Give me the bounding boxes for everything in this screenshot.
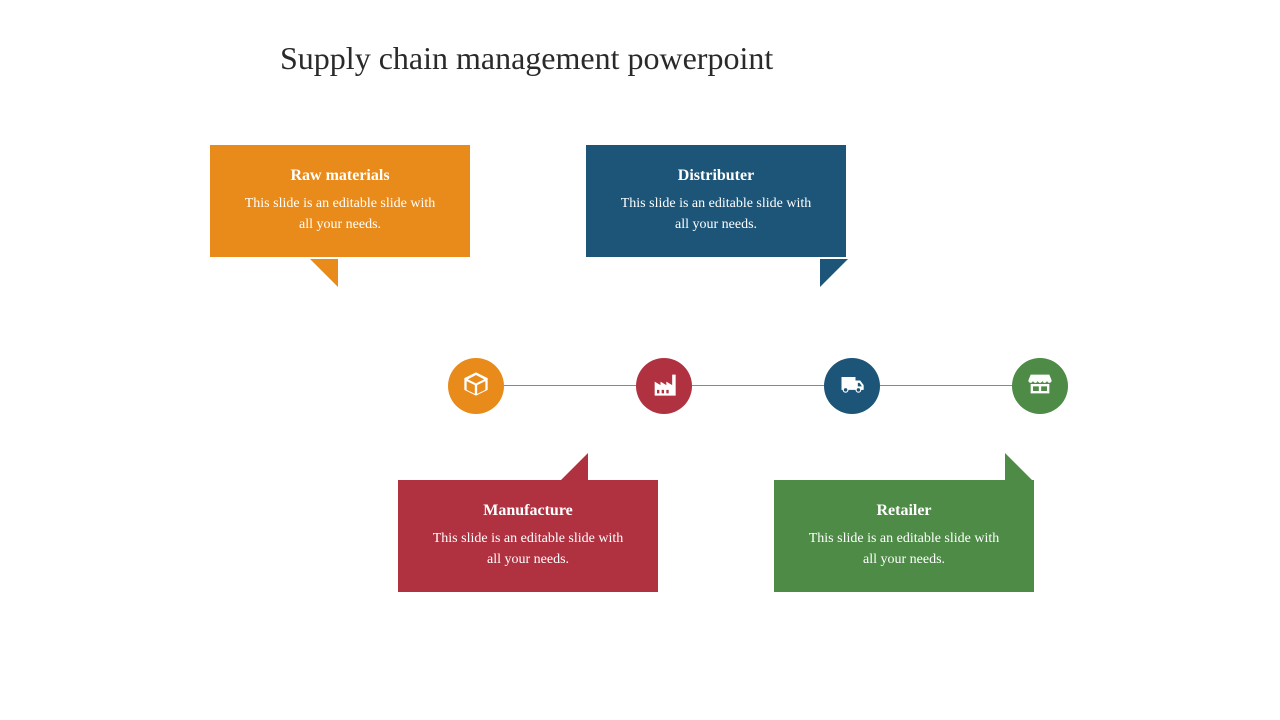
connector-line-1 (504, 385, 636, 386)
callout-title: Distributer (614, 167, 818, 185)
callout-arrow-distributer (820, 259, 848, 287)
callout-manufacture: Manufacture This slide is an editable sl… (398, 480, 658, 592)
callout-arrow-manufacture (560, 453, 588, 481)
callout-text: This slide is an editable slide with all… (238, 193, 442, 235)
store-icon (1026, 370, 1054, 403)
callout-distributer: Distributer This slide is an editable sl… (586, 145, 846, 257)
callout-text: This slide is an editable slide with all… (802, 528, 1006, 570)
callout-text: This slide is an editable slide with all… (614, 193, 818, 235)
box-icon (462, 370, 490, 403)
node-raw-materials (448, 358, 504, 414)
node-distributer (824, 358, 880, 414)
slide-title: Supply chain management powerpoint (280, 40, 773, 77)
connector-line-3 (880, 385, 1012, 386)
callout-text: This slide is an editable slide with all… (426, 528, 630, 570)
factory-icon (650, 370, 678, 403)
callout-title: Raw materials (238, 167, 442, 185)
callout-raw-materials: Raw materials This slide is an editable … (210, 145, 470, 257)
callout-arrow-raw-materials (310, 259, 338, 287)
callout-title: Manufacture (426, 502, 630, 520)
callout-arrow-retailer (1005, 453, 1033, 481)
connector-line-2 (692, 385, 824, 386)
node-manufacture (636, 358, 692, 414)
truck-icon (838, 370, 866, 403)
callout-retailer: Retailer This slide is an editable slide… (774, 480, 1034, 592)
callout-title: Retailer (802, 502, 1006, 520)
node-retailer (1012, 358, 1068, 414)
